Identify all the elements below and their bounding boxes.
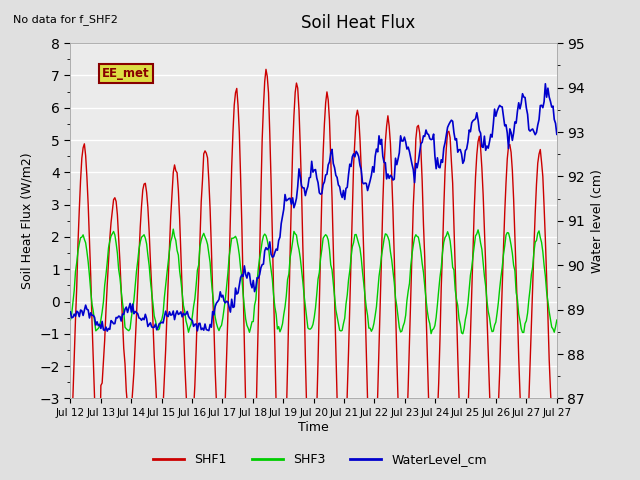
Legend: SHF1, SHF3, WaterLevel_cm: SHF1, SHF3, WaterLevel_cm: [148, 448, 492, 471]
X-axis label: Time: Time: [298, 421, 329, 434]
Text: Soil Heat Flux: Soil Heat Flux: [301, 14, 415, 33]
Y-axis label: Water level (cm): Water level (cm): [591, 169, 604, 273]
Y-axis label: Soil Heat Flux (W/m2): Soil Heat Flux (W/m2): [21, 153, 34, 289]
Text: No data for f_SHF2: No data for f_SHF2: [13, 14, 118, 25]
Text: EE_met: EE_met: [102, 67, 150, 80]
